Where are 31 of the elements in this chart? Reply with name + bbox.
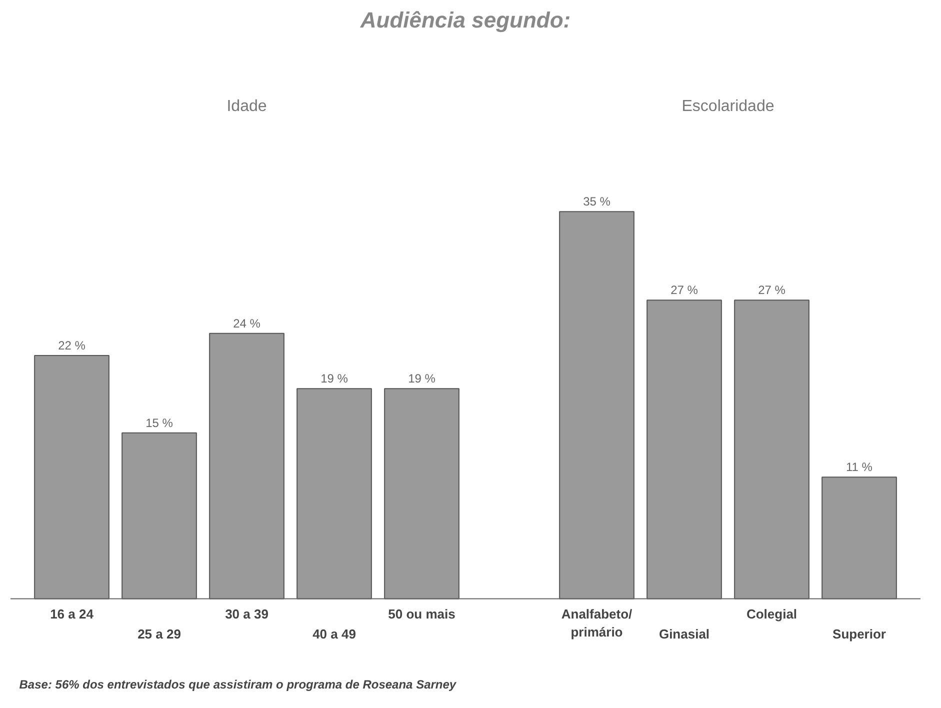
bar	[296, 388, 372, 600]
text: Idade	[226, 98, 267, 115]
data-label: 27 %	[670, 283, 698, 298]
x-tick-label: Colegial	[746, 606, 798, 622]
data-label: 19 %	[408, 372, 436, 386]
data-label: 35 %	[583, 194, 611, 209]
x-tick-label: 16 a 24	[50, 606, 94, 622]
bar	[822, 476, 897, 600]
x-tick-label: 50 ou mais	[388, 606, 456, 622]
x-tick-label: 25 a 29	[138, 626, 181, 642]
bar	[646, 300, 722, 600]
bar	[209, 332, 284, 600]
data-label: 24 %	[233, 316, 261, 330]
bar	[559, 211, 634, 600]
x-tick-label: Superior	[832, 626, 886, 642]
x-tick-label: 30 a 39	[225, 606, 268, 622]
x-tick-label: Ginasial	[658, 626, 710, 642]
text: Base: 56% dos entrevistados que assistiram o programa de Roseana Sarney	[19, 678, 458, 692]
bar	[734, 300, 810, 600]
text: Escolaridade	[682, 98, 774, 115]
x-tick-label: Analfabeto/ primário	[561, 606, 633, 640]
data-label: 22 %	[58, 338, 86, 352]
chart-title: Audiência segundo:	[359, 8, 571, 32]
data-label: 11 %	[846, 460, 873, 474]
data-label: 27 %	[758, 283, 786, 298]
x-tick-label: 40 a 49	[312, 626, 356, 642]
bar	[122, 432, 197, 600]
data-label: 15 %	[146, 416, 174, 430]
bar	[384, 388, 460, 600]
data-label: 19 %	[320, 372, 348, 386]
bar	[34, 354, 110, 600]
